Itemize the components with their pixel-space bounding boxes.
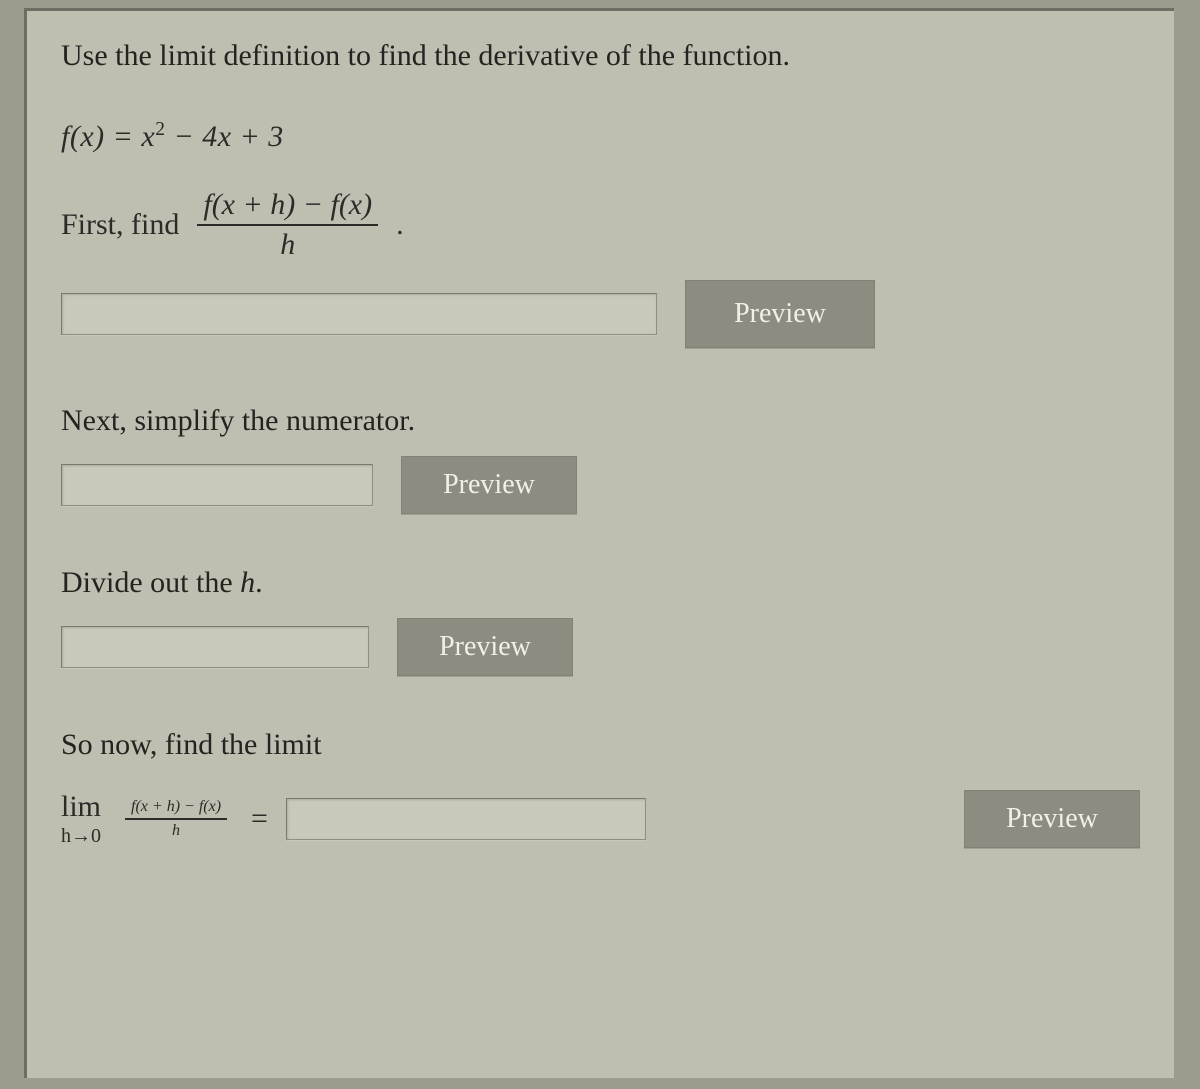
step3-input[interactable] (61, 626, 369, 668)
step1-lead: First, find (61, 208, 179, 242)
step3-label-pre: Divide out the (61, 566, 240, 599)
question-panel: Use the limit definition to find the der… (24, 8, 1174, 1078)
step4-row: lim h→0 f(x + h) − f(x) h = Preview (61, 790, 1140, 848)
function-definition: f(x) = x2 − 4x + 3 (61, 119, 1140, 154)
dq-denominator: h (280, 226, 295, 262)
step2-input[interactable] (61, 464, 373, 506)
step3-preview-button[interactable]: Preview (397, 618, 573, 676)
step3-label: Divide out the h. (61, 566, 1140, 600)
step3-row: Preview (61, 618, 1140, 676)
step2-row: Preview (61, 456, 1140, 514)
equals-sign: = (251, 802, 268, 836)
step1-row: Preview (61, 280, 1140, 348)
step1-input[interactable] (61, 293, 657, 335)
limit-symbol: lim h→0 (61, 792, 101, 846)
step4-preview-button[interactable]: Preview (964, 790, 1140, 848)
step3-label-post: . (255, 566, 263, 599)
limit-dq-numerator: f(x + h) − f(x) (125, 798, 227, 820)
step4-input[interactable] (286, 798, 646, 840)
limit-subscript: h→0 (61, 826, 101, 846)
step3-label-var: h (240, 566, 255, 599)
limit-dq-denominator: h (172, 820, 180, 840)
step2-preview-button[interactable]: Preview (401, 456, 577, 514)
step4-label: So now, find the limit (61, 728, 1140, 762)
step1-trail: . (396, 208, 404, 242)
question-instruction: Use the limit definition to find the der… (61, 39, 1140, 73)
limit-text: lim (61, 792, 101, 822)
step2-label: Next, simplify the numerator. (61, 404, 1140, 438)
dq-numerator: f(x + h) − f(x) (197, 188, 378, 226)
limit-difference-quotient: f(x + h) − f(x) h (125, 798, 227, 840)
step1-prompt: First, find f(x + h) − f(x) h . (61, 188, 1140, 262)
step1-preview-button[interactable]: Preview (685, 280, 875, 348)
difference-quotient: f(x + h) − f(x) h (197, 188, 378, 262)
